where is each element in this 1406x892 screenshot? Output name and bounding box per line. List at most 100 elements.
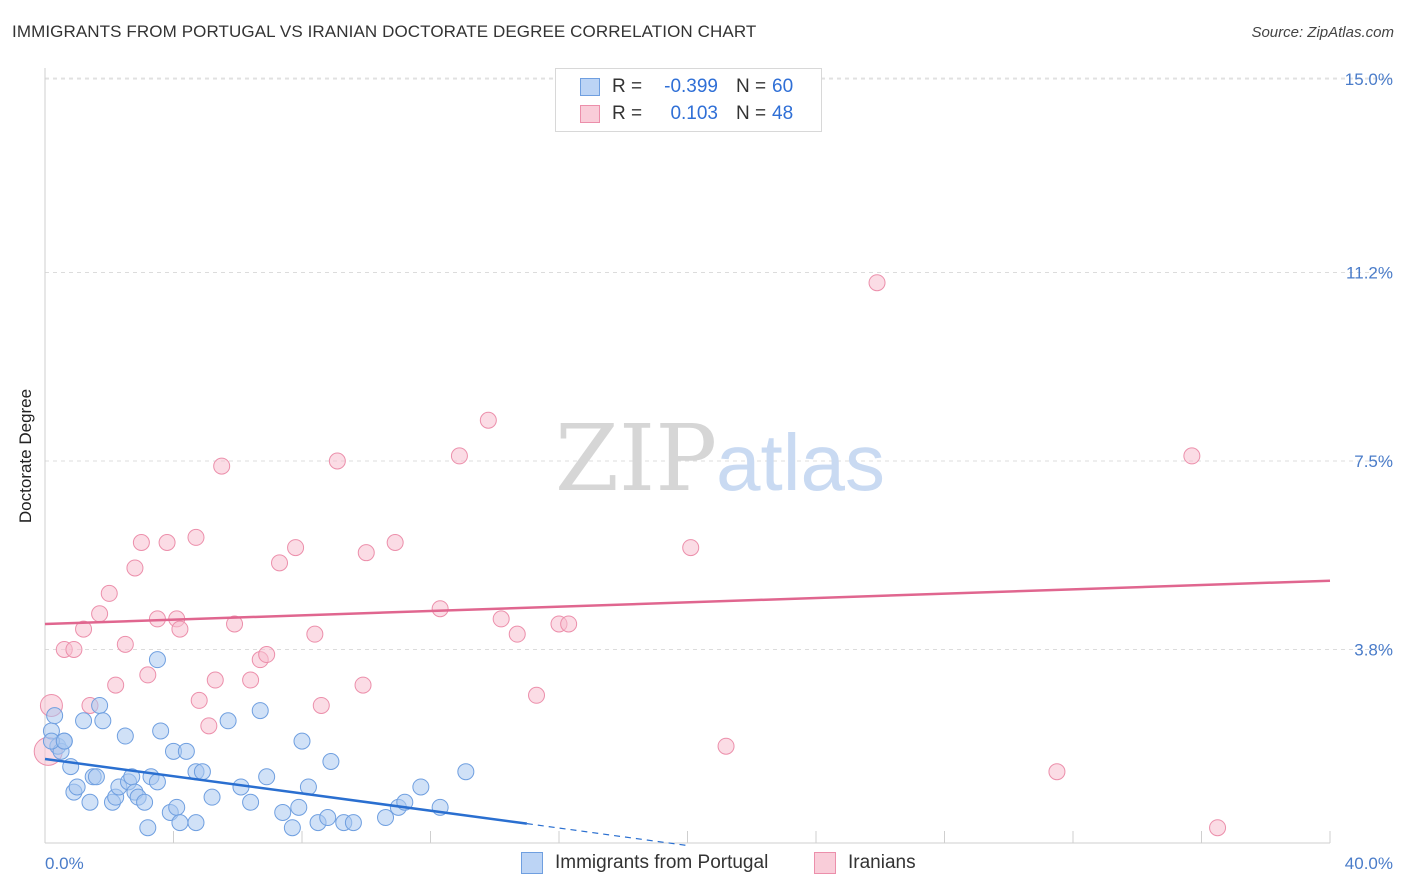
portugal-point [322, 753, 340, 771]
portugal-point [75, 712, 93, 730]
portugal-trend-extension [526, 823, 688, 847]
iranians-point [271, 554, 289, 572]
iranians-point [91, 605, 109, 623]
legend-n-value-iranians: 48 [772, 103, 794, 124]
iranians-point [450, 447, 468, 465]
portugal-point [412, 778, 430, 796]
portugal-point [274, 803, 292, 821]
iranians-point [386, 533, 404, 551]
legend-swatch-portugal [580, 78, 600, 96]
iranians-point [258, 646, 276, 664]
iranians-point [206, 671, 224, 689]
iranians-point [190, 691, 208, 709]
portugal-point [377, 809, 395, 827]
iranians-point [312, 696, 330, 714]
portugal-point [319, 809, 337, 827]
iranians-point [287, 539, 305, 557]
portugal-point [187, 814, 205, 832]
x-tick-label: 0.0% [45, 854, 84, 873]
portugal-point [177, 742, 195, 760]
iranians-point [107, 676, 125, 694]
portugal-point [219, 712, 237, 730]
iranians-point [492, 610, 510, 628]
iranians-point [717, 737, 735, 755]
portugal-point [46, 707, 64, 725]
iranians-point [126, 559, 144, 577]
portugal-point [148, 651, 166, 669]
legend-n-label: N = [736, 76, 767, 97]
portugal-point [55, 732, 73, 750]
iranians-point [139, 666, 157, 684]
iranians-point [171, 620, 189, 638]
legend-n-value-portugal: 60 [772, 76, 794, 97]
portugal-point [87, 768, 105, 786]
chart-title: IMMIGRANTS FROM PORTUGAL VS IRANIAN DOCT… [12, 22, 757, 41]
iranians-point [116, 635, 134, 653]
axis-ticks: 3.8% 7.5% 11.2% 15.0% 0.0% 40.0% [45, 70, 1393, 873]
portugal-point [139, 819, 157, 837]
portugal-point [91, 696, 109, 714]
bottom-legend-iranians: Iranians [814, 852, 916, 874]
iranians-point [528, 686, 546, 704]
portugal-trend-line [44, 757, 528, 825]
portugal-point [251, 702, 269, 720]
legend-r-label: R = [612, 103, 643, 124]
x-tick-label: 40.0% [1345, 854, 1393, 873]
y-tick-label: 7.5% [1354, 452, 1393, 471]
portugal-point [457, 763, 475, 781]
iranians-point [158, 533, 176, 551]
bottom-legend-swatch-portugal [521, 852, 543, 874]
portugal-point [283, 819, 301, 837]
portugal-point [293, 732, 311, 750]
portugal-point [242, 793, 260, 811]
iranians-point [242, 671, 260, 689]
iranians-point [65, 640, 83, 658]
portugal-point [148, 773, 166, 791]
iranians-point [328, 452, 346, 470]
trend-lines [44, 579, 1331, 847]
iranians-point [560, 615, 578, 633]
iranians-point [357, 544, 375, 562]
y-tick-label: 11.2% [1346, 264, 1393, 283]
iranians-point [132, 533, 150, 551]
iranians-point [1209, 819, 1227, 837]
gridlines [45, 77, 1392, 650]
portugal-point [116, 727, 134, 745]
portugal-point [193, 763, 211, 781]
legend-r-label: R = [612, 76, 643, 97]
iranians-point [187, 528, 205, 546]
portugal-point [171, 814, 189, 832]
iranians-point [213, 457, 231, 475]
portugal-point [258, 768, 276, 786]
watermark-atlas: atlas [716, 418, 885, 507]
y-tick-label: 3.8% [1354, 640, 1393, 659]
iranians-point [354, 676, 372, 694]
iranians-point [431, 600, 449, 618]
watermark-zip: ZIP [555, 405, 717, 512]
y-tick-label: 15.0% [1345, 70, 1393, 89]
bottom-legend-portugal: Immigrants from Portugal [521, 852, 768, 874]
iranians-point [508, 625, 526, 643]
portugal-point [344, 814, 362, 832]
iranians-point [682, 539, 700, 557]
portugal-point [94, 712, 112, 730]
legend-n-label: N = [736, 103, 767, 124]
iranians-point [100, 584, 118, 602]
legend-row-portugal: R = -0.399 N = 60 [580, 74, 793, 100]
iranians-point [306, 625, 324, 643]
iranians-point [1183, 447, 1201, 465]
iranians-point [1048, 763, 1066, 781]
iranians-point [868, 274, 886, 292]
legend-r-value-portugal: -0.399 [664, 76, 718, 97]
legend-row-iranians: R = 0.103 N = 48 [580, 101, 793, 127]
iranians-point [479, 411, 497, 429]
portugal-point [68, 778, 86, 796]
portugal-point [203, 788, 221, 806]
legend-r-value-iranians: 0.103 [670, 103, 718, 124]
iranians-point [75, 620, 93, 638]
portugal-point [168, 798, 186, 816]
iranians-point [200, 717, 218, 735]
bottom-legend-label-iranians: Iranians [848, 852, 916, 873]
bottom-legend-swatch-iranians [814, 852, 836, 874]
